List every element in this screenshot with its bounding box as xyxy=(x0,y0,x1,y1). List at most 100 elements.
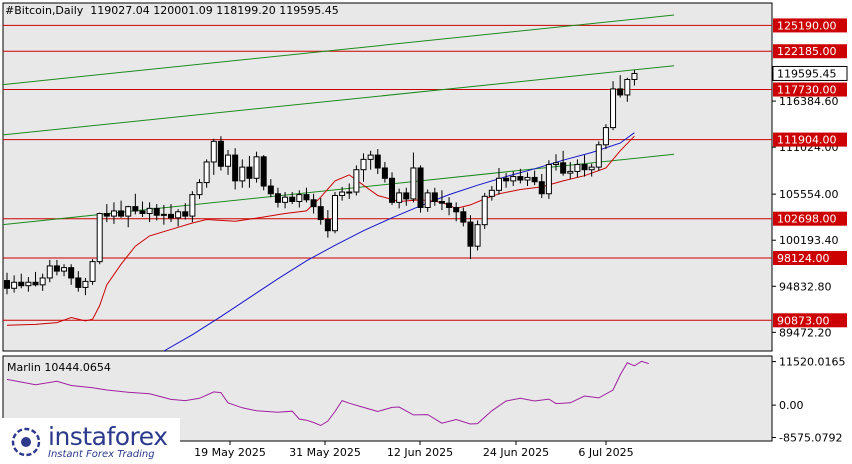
candle xyxy=(210,138,217,175)
candle xyxy=(289,192,296,205)
candle-body-bull xyxy=(96,213,103,263)
candle xyxy=(524,172,531,187)
candle xyxy=(110,202,117,224)
time-tick-label: 12 Jun 2025 xyxy=(387,446,453,459)
candle xyxy=(139,201,146,217)
candle-body-bear xyxy=(32,281,39,286)
candle-body-bear xyxy=(617,88,624,96)
candle-body-bull xyxy=(25,281,32,287)
candle-body-bear xyxy=(167,213,174,219)
candle xyxy=(189,191,196,223)
candle-body-bear xyxy=(324,219,331,232)
candle-body-bull xyxy=(189,194,196,217)
oscillator-line-Marlin xyxy=(6,360,649,427)
osc-tick-label: 11520.0165 xyxy=(779,356,845,369)
candle xyxy=(453,202,460,222)
logo-name: instaforex xyxy=(48,422,168,451)
candle-body-bear xyxy=(453,207,460,213)
logo xyxy=(0,418,180,464)
candle-body-bull xyxy=(331,194,338,232)
candle xyxy=(32,271,39,287)
candle xyxy=(296,190,303,208)
candle xyxy=(196,179,203,199)
candle xyxy=(310,193,317,214)
candle xyxy=(610,81,617,131)
candle xyxy=(146,202,153,223)
channel-line-upper xyxy=(3,14,675,86)
candle xyxy=(339,186,346,201)
candle-body-bull xyxy=(567,170,574,174)
candle-body-bull xyxy=(46,265,53,279)
level-label-box xyxy=(773,211,847,226)
candle-body-bull xyxy=(346,191,353,194)
current-price-label: 119595.45 xyxy=(777,67,837,80)
candle xyxy=(4,272,10,295)
time-axis: 19 May 2025 31 May 2025 12 Jun 2025 24 Jun … xyxy=(194,441,634,459)
candle-body-bear xyxy=(132,206,139,212)
candle-body-bull xyxy=(631,72,638,80)
price-tick-label: 105554.00 xyxy=(779,188,839,201)
time-tick-label: 19 May 2025 xyxy=(194,446,266,459)
candle-body-bear xyxy=(217,140,224,167)
candle-body-bull xyxy=(367,154,374,160)
moving-average-slow xyxy=(163,132,635,351)
candle xyxy=(303,187,310,203)
candle-body-bear xyxy=(560,162,567,174)
candle xyxy=(367,150,374,170)
candle xyxy=(11,275,18,293)
candle xyxy=(424,189,431,212)
candle-body-bull xyxy=(203,161,210,184)
candle-body-bull xyxy=(125,206,132,217)
candle-body-bull xyxy=(610,88,617,129)
candle xyxy=(438,190,445,211)
candle-body-bear xyxy=(374,154,381,169)
candle-body-bear xyxy=(153,207,160,216)
candle-body-bear xyxy=(438,200,445,204)
candle-body-bull xyxy=(282,196,289,203)
candle xyxy=(545,160,552,199)
candle-body-bull xyxy=(353,169,360,193)
candle-body-bear xyxy=(431,192,438,202)
candle xyxy=(167,204,174,223)
candle-body-bear xyxy=(68,267,75,279)
candle-body-bull xyxy=(588,166,595,171)
candle-body-bear xyxy=(232,154,239,182)
candle xyxy=(18,273,25,289)
candle-body-bear xyxy=(289,196,296,202)
candle-body-bull xyxy=(89,261,96,282)
candle xyxy=(360,153,367,182)
candle-body-bull xyxy=(574,164,581,172)
candle xyxy=(531,170,538,186)
level-label-box xyxy=(773,250,847,265)
candle-body-bull xyxy=(146,207,153,215)
candle xyxy=(175,209,182,227)
candle-body-bear xyxy=(317,206,324,221)
candle xyxy=(260,155,267,191)
oscillator-axis: 11520.0165 0.00 -8575.0792 xyxy=(772,356,845,445)
candle-body-bull xyxy=(410,167,417,200)
candle-body-bear xyxy=(381,167,388,179)
candle xyxy=(125,205,132,228)
oscillator-series-group xyxy=(6,360,649,427)
price-tick-label: 100193.40 xyxy=(779,234,839,247)
candle xyxy=(503,173,510,188)
candle xyxy=(410,152,417,203)
candle xyxy=(153,204,160,221)
level-label-box xyxy=(773,18,847,33)
candle xyxy=(631,70,638,86)
candle-body-bull xyxy=(296,194,303,202)
candle-body-bear xyxy=(118,210,125,217)
level-label: 90873.00 xyxy=(777,314,830,327)
candle xyxy=(118,200,125,218)
candle-body-bear xyxy=(274,193,281,203)
candle xyxy=(239,159,246,188)
candle xyxy=(517,168,524,184)
candle-body-bull xyxy=(160,213,167,216)
candle-body-bear xyxy=(4,280,10,289)
candle-body-bull xyxy=(225,154,232,167)
candle xyxy=(617,75,624,98)
level-label-box xyxy=(773,313,847,328)
candle xyxy=(96,212,103,265)
candle xyxy=(89,259,96,285)
candle xyxy=(346,183,353,199)
